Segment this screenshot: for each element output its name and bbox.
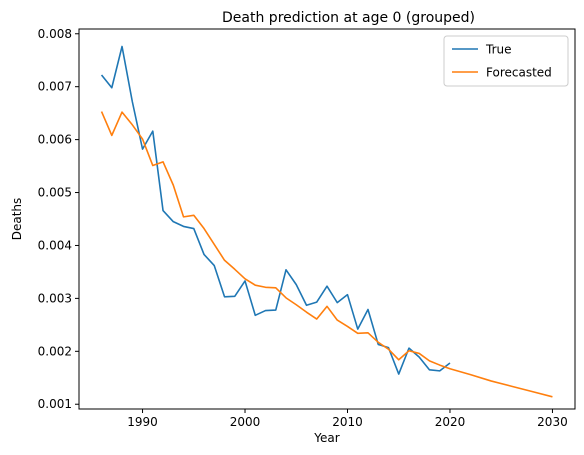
x-tick-label: 2010 [332, 415, 363, 429]
legend: True Forecasted [443, 35, 569, 87]
axis-ticks: 1990 2000 2010 2020 2030 0.001 0.002 0.003 0.004… [38, 27, 568, 429]
legend-label-true: True [485, 43, 512, 57]
y-axis-label: Deaths [10, 198, 24, 241]
series-lines [100, 45, 553, 398]
series-line-forecasted [100, 111, 553, 398]
series-line-true [100, 45, 451, 375]
x-tick-label: 2020 [435, 415, 466, 429]
y-tick-label: 0.005 [38, 186, 72, 200]
y-tick-label: 0.006 [38, 133, 72, 147]
x-tick-label: 2000 [230, 415, 261, 429]
x-tick-label: 2030 [537, 415, 568, 429]
plot-area-frame [78, 28, 576, 410]
y-tick-label: 0.002 [38, 344, 72, 358]
legend-label-forecasted: Forecasted [486, 66, 552, 80]
y-tick-label: 0.008 [38, 27, 72, 41]
x-axis-label: Year [313, 431, 339, 445]
x-tick-label: 1990 [127, 415, 158, 429]
y-tick-label: 0.007 [38, 80, 72, 94]
y-tick-label: 0.001 [38, 397, 72, 411]
y-tick-label: 0.004 [38, 238, 72, 252]
chart-title: Death prediction at age 0 (grouped) [222, 10, 475, 26]
y-tick-label: 0.003 [38, 291, 72, 305]
